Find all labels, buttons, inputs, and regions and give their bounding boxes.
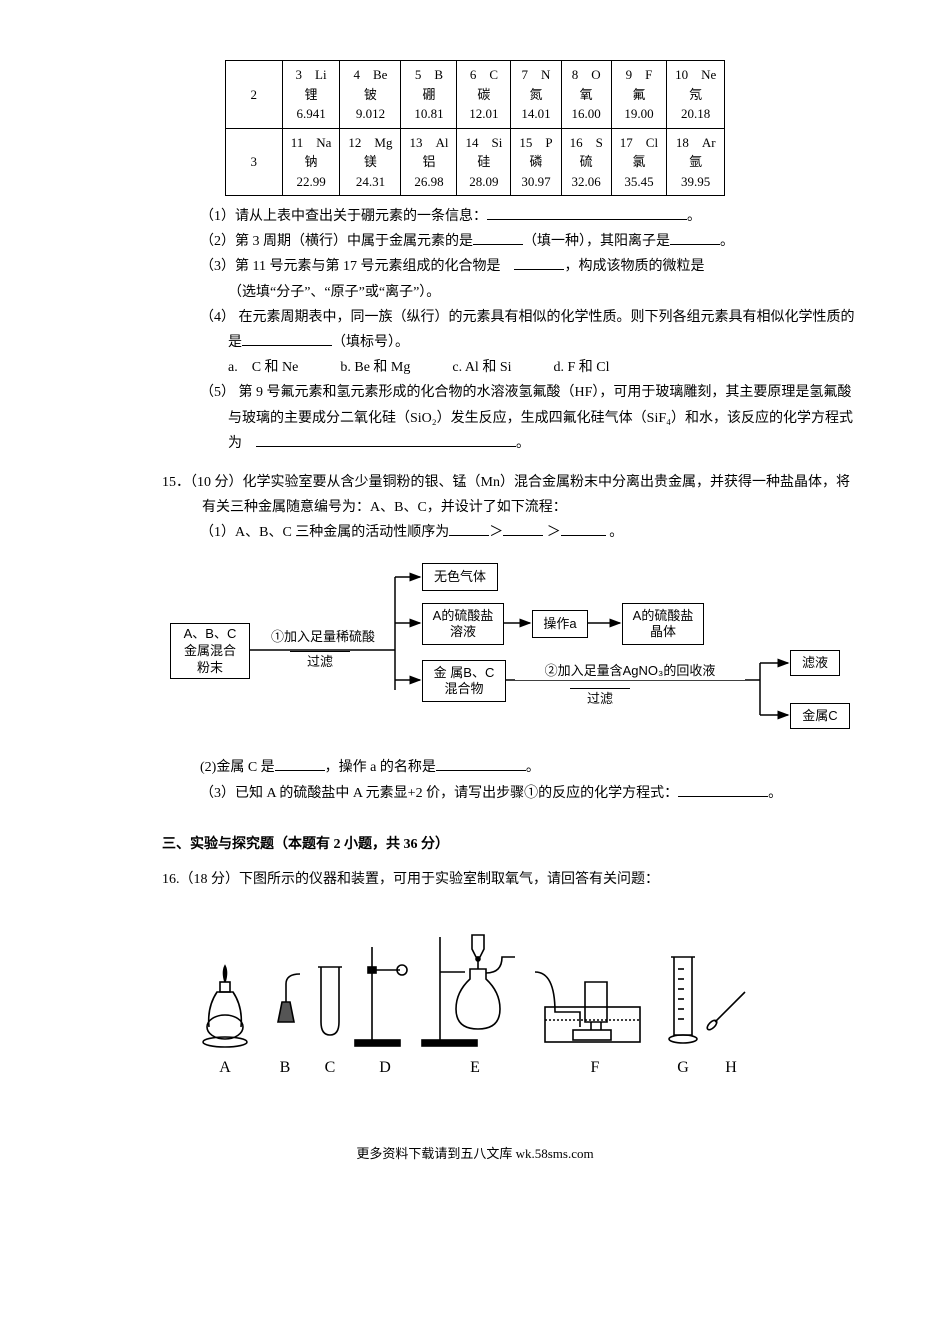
page-footer: 更多资料下载请到五八文库 wk.58sms.com bbox=[90, 1142, 860, 1165]
flow-box-op-a: 操作a bbox=[532, 610, 588, 638]
q15-2b: ，操作 a 的名称是 bbox=[325, 760, 436, 775]
flowchart: A、B、C 金属混合 粉末 ①加入足量稀硫酸 过滤 无色气体 A的硫酸盐 溶液 … bbox=[170, 555, 860, 745]
element-cell: 18 Ar氩39.95 bbox=[667, 128, 725, 196]
apparatus-label: E bbox=[470, 1059, 480, 1076]
flow-step2-bot: 过滤 bbox=[570, 688, 630, 708]
q1-4-options: a. C 和 Ne b. Be 和 Mg c. Al 和 Si d. F 和 C… bbox=[228, 360, 610, 375]
q1-3: （3）第 11 号元素与第 17 号元素组成的化合物是 ，构成该物质的微粒是 （… bbox=[200, 254, 860, 304]
flow-crystal-text: A的硫酸盐 晶体 bbox=[623, 608, 703, 642]
flow-step2: ②加入足量含AgNO₃的回收液 bbox=[515, 663, 745, 680]
q1-1-text: （1）请从上表中查出关于硼元素的一条信息： bbox=[200, 209, 487, 224]
element-cell: 3 Li锂6.941 bbox=[282, 61, 340, 129]
flow-filtrate-text: 滤液 bbox=[791, 655, 839, 672]
q15-1a: （1）A、B、C 三种金属的活动性顺序为 bbox=[200, 525, 449, 540]
q15-2a: (2)金属 C 是 bbox=[200, 760, 275, 775]
element-cell: 14 Si硅28.09 bbox=[457, 128, 511, 196]
flow-step1-bot: 过滤 bbox=[290, 651, 350, 671]
flow-start-text: A、B、C 金属混合 粉末 bbox=[171, 626, 249, 677]
q15-2c: 。 bbox=[526, 760, 540, 775]
q1-5b: 。 bbox=[516, 436, 530, 451]
flow-bc-text: 金 属B、C 混合物 bbox=[423, 665, 505, 699]
blank bbox=[436, 756, 526, 771]
element-cell: 10 Ne氖20.18 bbox=[667, 61, 725, 129]
apparatus-label: F bbox=[591, 1059, 600, 1076]
q1-1-end: 。 bbox=[687, 209, 701, 224]
flow-box-metal-c: 金属C bbox=[790, 703, 850, 729]
apparatus-label: B bbox=[280, 1059, 291, 1076]
element-cell: 9 F氟19.00 bbox=[611, 61, 666, 129]
blank bbox=[242, 331, 332, 346]
q15-1d: 。 bbox=[606, 525, 624, 540]
element-cell: 12 Mg镁24.31 bbox=[340, 128, 401, 196]
q1-2c: 。 bbox=[720, 234, 734, 249]
element-cell: 15 P磷30.97 bbox=[511, 128, 561, 196]
blank bbox=[670, 230, 720, 245]
flow-box-filtrate: 滤液 bbox=[790, 650, 840, 676]
element-cell: 5 B硼10.81 bbox=[401, 61, 457, 129]
apparatus-svg: A B C D E F G H bbox=[175, 912, 775, 1092]
blank bbox=[473, 230, 523, 245]
flow-opa-text: 操作a bbox=[533, 616, 587, 633]
q1-3a: （3）第 11 号元素与第 17 号元素组成的化合物是 bbox=[200, 259, 514, 274]
q15-1c: ＞ bbox=[543, 525, 561, 540]
q15-1b: ＞ bbox=[489, 525, 503, 540]
q15-2: (2)金属 C 是 ，操作 a 的名称是 。 bbox=[200, 755, 860, 780]
q1-4-opts: a. C 和 Ne b. Be 和 Mg c. Al 和 Si d. F 和 C… bbox=[200, 355, 860, 380]
element-cell: 4 Be铍9.012 bbox=[340, 61, 401, 129]
q1-4b: （填标号）。 bbox=[332, 335, 409, 350]
flow-step2-text: ②加入足量含AgNO₃的回收液 bbox=[545, 663, 716, 678]
element-cell: 11 Na钠22.99 bbox=[282, 128, 340, 196]
apparatus-label: A bbox=[219, 1059, 231, 1076]
blank bbox=[503, 521, 543, 536]
apparatus-label: C bbox=[325, 1059, 336, 1076]
blank bbox=[514, 255, 564, 270]
apparatus-label: D bbox=[379, 1059, 391, 1076]
period-number: 3 bbox=[225, 128, 282, 196]
element-cell: 8 O氧16.00 bbox=[561, 61, 611, 129]
blank bbox=[275, 756, 325, 771]
q1-2b: （填一种），其阳离子是 bbox=[523, 234, 670, 249]
flow-step1-top: ①加入足量稀硫酸 bbox=[258, 629, 388, 646]
blank bbox=[678, 782, 768, 797]
apparatus-figure: A B C D E F G H bbox=[90, 912, 860, 1092]
element-cell: 6 C碳12.01 bbox=[457, 61, 511, 129]
q15-3b: 。 bbox=[768, 786, 782, 801]
q1-2: （2）第 3 周期（横行）中属于金属元素的是 （填一种），其阳离子是 。 bbox=[200, 229, 860, 254]
blank bbox=[561, 521, 606, 536]
flow-box-start: A、B、C 金属混合 粉末 bbox=[170, 623, 250, 679]
q1-3b: ，构成该物质的微粒是 bbox=[564, 259, 704, 274]
q1-5: （5） 第 9 号氟元素和氢元素形成的化合物的水溶液氢氟酸（HF），可用于玻璃雕… bbox=[200, 380, 860, 456]
q1-4: （4） 在元素周期表中，同一族（纵行）的元素具有相似的化学性质。则下列各组元素具… bbox=[200, 305, 860, 355]
blank bbox=[256, 432, 516, 447]
flow-box-gas: 无色气体 bbox=[422, 563, 498, 591]
flow-box-bc: 金 属B、C 混合物 bbox=[422, 660, 506, 702]
q16-intro: 16.（18 分）下图所示的仪器和装置，可用于实验室制取氧气，请回答有关问题： bbox=[162, 867, 860, 892]
flow-c-text: 金属C bbox=[791, 708, 849, 725]
blank bbox=[487, 205, 687, 220]
q1-1: （1）请从上表中查出关于硼元素的一条信息： 。 bbox=[200, 204, 860, 229]
blank bbox=[449, 521, 489, 536]
flow-sol-text: A的硫酸盐 溶液 bbox=[423, 608, 503, 642]
flow-arrows bbox=[170, 555, 890, 745]
apparatus-label: H bbox=[725, 1059, 737, 1076]
period-number: 2 bbox=[225, 61, 282, 129]
q15-intro: 15．（10 分）化学实验室要从含少量铜粉的银、锰（Mn）混合金属粉末中分离出贵… bbox=[162, 470, 860, 520]
q1-3c: （选填“分子”、“原子”或“离子”）。 bbox=[228, 285, 440, 300]
q1-2a: （2）第 3 周期（横行）中属于金属元素的是 bbox=[200, 234, 473, 249]
element-cell: 16 S硫32.06 bbox=[561, 128, 611, 196]
element-cell: 17 Cl氯35.45 bbox=[611, 128, 666, 196]
periodic-table: 23 Li锂6.9414 Be铍9.0125 B硼10.816 C碳12.017… bbox=[225, 60, 726, 196]
q15-3: （3）已知 A 的硫酸盐中 A 元素显+2 价，请写出步骤①的反应的化学方程式：… bbox=[200, 781, 860, 806]
q15-3a: （3）已知 A 的硫酸盐中 A 元素显+2 价，请写出步骤①的反应的化学方程式： bbox=[200, 786, 678, 801]
element-cell: 7 N氮14.01 bbox=[511, 61, 561, 129]
element-cell: 13 Al铝26.98 bbox=[401, 128, 457, 196]
q15-1: （1）A、B、C 三种金属的活动性顺序为 ＞ ＞ 。 bbox=[200, 520, 860, 545]
flow-box-solution: A的硫酸盐 溶液 bbox=[422, 603, 504, 645]
section3-title: 三、实验与探究题（本题有 2 小题，共 36 分） bbox=[162, 832, 860, 857]
flow-gas-text: 无色气体 bbox=[423, 569, 497, 586]
apparatus-label: G bbox=[677, 1059, 689, 1076]
flow-box-crystal: A的硫酸盐 晶体 bbox=[622, 603, 704, 645]
